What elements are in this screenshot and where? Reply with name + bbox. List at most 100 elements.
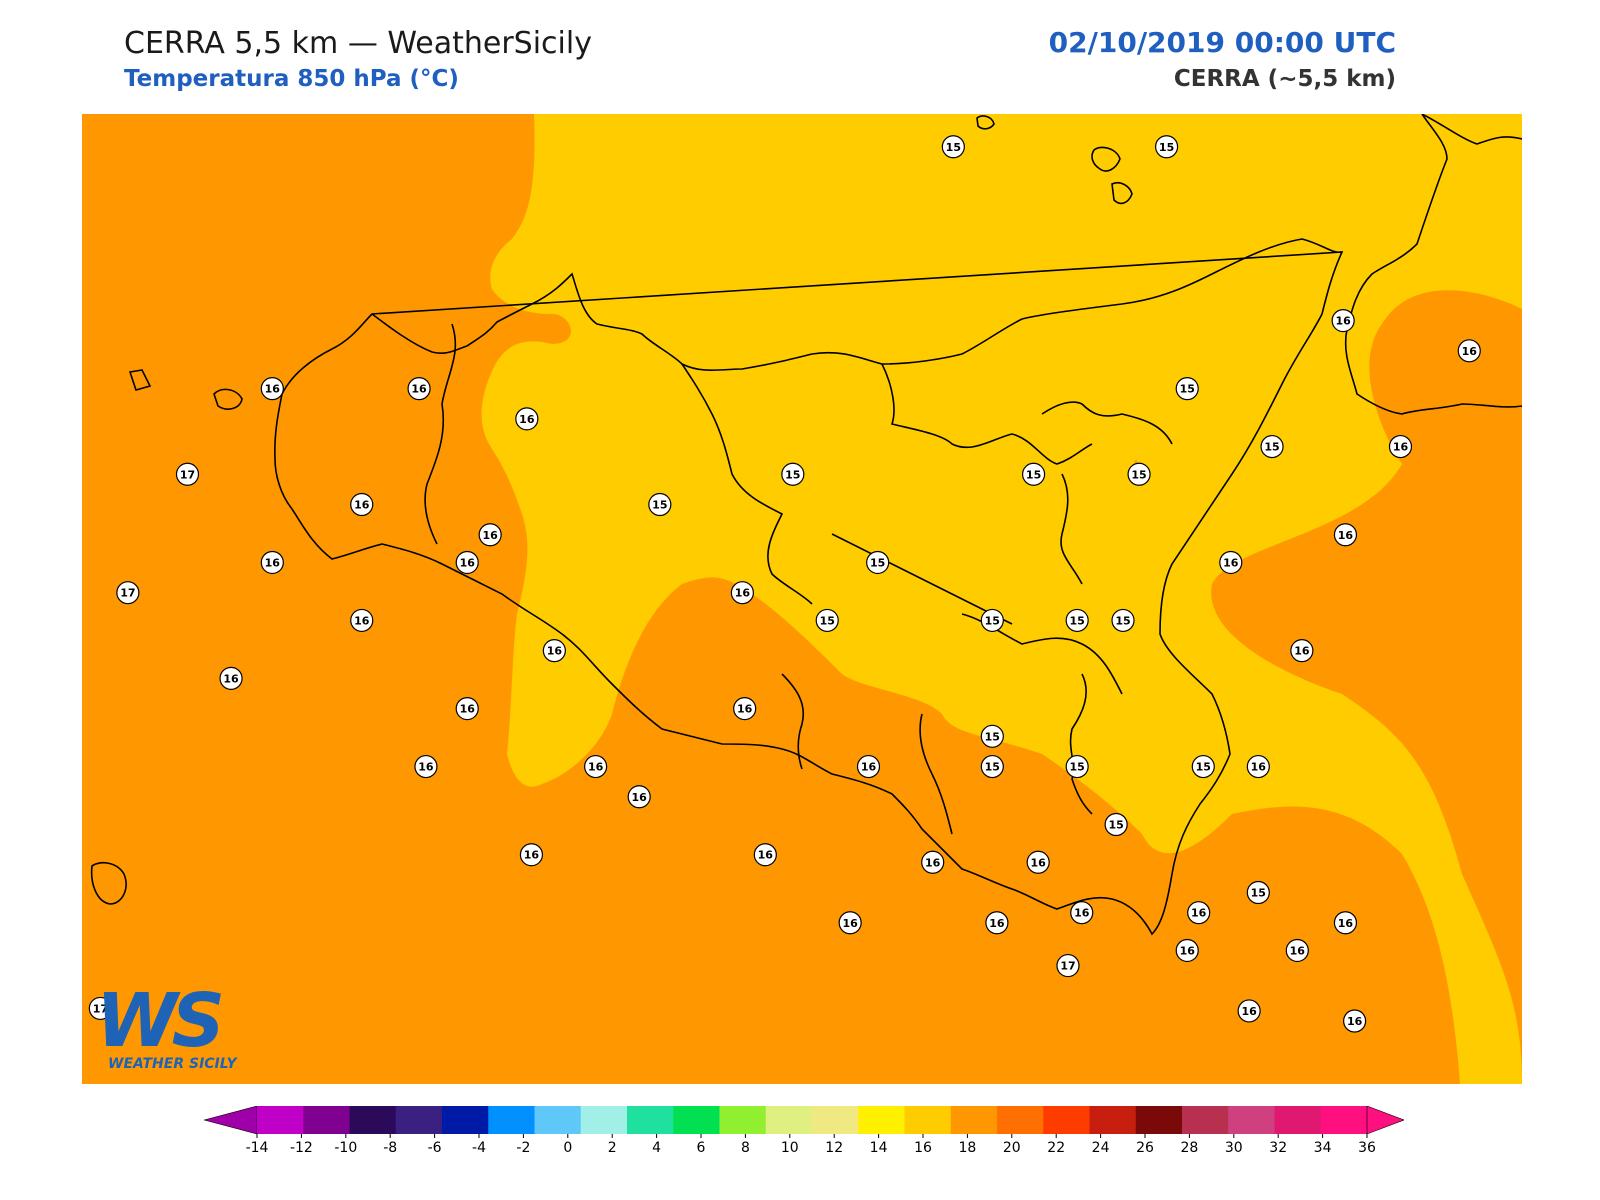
temperature-label: 16 — [1333, 911, 1358, 935]
colorbar-segment — [257, 1106, 304, 1134]
svg-text:15: 15 — [985, 614, 1000, 627]
colorbar-segment — [858, 1106, 905, 1134]
colorbar-segment — [1274, 1106, 1322, 1134]
colorbar-segment — [349, 1106, 397, 1134]
temperature-label: 16 — [753, 843, 777, 867]
svg-text:16: 16 — [737, 703, 753, 716]
colorbar-tick-label: 36 — [1358, 1140, 1376, 1156]
svg-text:16: 16 — [925, 856, 941, 869]
colorbar-segment — [534, 1106, 582, 1134]
colorbar-segment — [442, 1106, 489, 1134]
temperature-label: 16 — [260, 377, 284, 401]
svg-text:16: 16 — [460, 556, 476, 569]
svg-text:16: 16 — [758, 849, 774, 862]
svg-text:16: 16 — [1338, 917, 1354, 930]
svg-text:16: 16 — [1347, 1015, 1363, 1028]
svg-text:15: 15 — [985, 730, 1000, 743]
temperature-label: 15 — [648, 492, 672, 517]
colorbar-segment — [719, 1106, 767, 1134]
temperature-label: 16 — [985, 911, 1009, 935]
temperature-label: 16 — [1331, 308, 1355, 333]
temperature-label: 16 — [350, 608, 374, 633]
temperature-label: 17 — [1056, 953, 1080, 978]
colorbar-tick-label: 28 — [1180, 1140, 1198, 1156]
svg-text:16: 16 — [524, 849, 540, 862]
colorbar-tick-label: 6 — [697, 1140, 706, 1156]
svg-text:15: 15 — [1070, 614, 1085, 627]
svg-text:16: 16 — [1241, 1005, 1257, 1018]
svg-text:16: 16 — [1294, 645, 1310, 658]
temperature-label: 15 — [866, 550, 890, 575]
svg-text:15: 15 — [1180, 383, 1195, 396]
colorbar-segment — [1043, 1106, 1090, 1134]
colorbar-tick-label: -10 — [334, 1140, 357, 1156]
svg-text:15: 15 — [1159, 141, 1174, 154]
svg-text:15: 15 — [870, 556, 885, 569]
temperature-label: 17 — [116, 581, 140, 605]
colorbar-tick-label: 8 — [741, 1140, 750, 1156]
temperature-label: 16 — [838, 911, 862, 935]
temperature-label: 16 — [627, 785, 651, 809]
colorbar-tick-label: 4 — [652, 1140, 661, 1156]
temperature-label: 15 — [1104, 812, 1128, 837]
svg-text:15: 15 — [1115, 614, 1130, 627]
temperature-label: 16 — [1333, 523, 1358, 547]
valid-datetime: 02/10/2019 00:00 UTC — [1048, 26, 1396, 59]
svg-text:16: 16 — [842, 917, 858, 930]
temperature-label: 16 — [515, 407, 539, 431]
svg-text:16: 16 — [1251, 761, 1267, 774]
temperature-label: 16 — [1285, 938, 1309, 963]
map-title: CERRA 5,5 km — WeatherSicily — [124, 26, 592, 61]
svg-text:15: 15 — [1131, 468, 1146, 481]
temperature-label: 17 — [88, 996, 112, 1021]
temperature-label: 15 — [980, 724, 1004, 748]
temperature-label: 15 — [941, 135, 965, 159]
temperature-label: 15 — [1065, 608, 1089, 633]
temperature-label: 16 — [1219, 550, 1243, 575]
temperature-label: 16 — [584, 754, 608, 779]
colorbar-tick-label: 16 — [914, 1140, 932, 1156]
svg-text:16: 16 — [1335, 315, 1351, 328]
temperature-label: 16 — [519, 843, 544, 867]
colorbar-tick-label: 20 — [1003, 1140, 1021, 1156]
colorbar-tick-label: 24 — [1092, 1140, 1110, 1156]
temperature-label: 15 — [1191, 754, 1215, 779]
colorbar-tick-label: -8 — [383, 1140, 397, 1156]
svg-text:16: 16 — [265, 383, 281, 396]
temperature-label: 15 — [815, 608, 839, 633]
colorbar-tick-label: -2 — [516, 1140, 530, 1156]
temperature-label: 15 — [980, 608, 1004, 633]
colorbar-tick-label: 22 — [1047, 1140, 1065, 1156]
temperature-label: 15 — [1260, 434, 1284, 459]
svg-text:16: 16 — [547, 645, 563, 658]
colorbar-segment — [303, 1106, 350, 1134]
svg-text:16: 16 — [482, 529, 498, 542]
colorbar-segment — [765, 1106, 813, 1134]
temperature-label: 17 — [175, 462, 200, 486]
temperature-label: 16 — [478, 523, 502, 547]
svg-text:16: 16 — [418, 761, 434, 774]
temperature-label: 16 — [1070, 901, 1094, 925]
svg-text:16: 16 — [1290, 944, 1306, 957]
svg-text:16: 16 — [989, 917, 1005, 930]
temperature-label: 16 — [542, 639, 566, 663]
islands — [90, 115, 1133, 905]
svg-text:16: 16 — [411, 383, 427, 396]
svg-text:16: 16 — [1338, 529, 1354, 542]
colorbar-segment — [997, 1106, 1044, 1134]
colorbar-tick-label: 26 — [1136, 1140, 1154, 1156]
colorbar-segment — [627, 1106, 674, 1134]
svg-text:15: 15 — [946, 141, 961, 154]
svg-text:17: 17 — [93, 1002, 108, 1015]
svg-text:16: 16 — [1393, 441, 1409, 454]
temperature-label: 16 — [1343, 1009, 1367, 1033]
colorbar-segment — [904, 1106, 952, 1134]
temperature-label: 16 — [455, 696, 479, 721]
temperature-label: 16 — [1026, 850, 1050, 874]
svg-text:16: 16 — [861, 761, 877, 774]
colorbar-tick-label: 14 — [870, 1140, 888, 1156]
svg-text:16: 16 — [1031, 856, 1047, 869]
colorbar-segment — [488, 1106, 535, 1134]
colorbar-tick-label: 12 — [825, 1140, 843, 1156]
temperature-label: 15 — [1127, 462, 1151, 486]
